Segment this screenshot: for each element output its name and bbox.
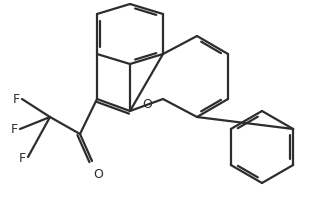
Text: F: F <box>19 152 26 165</box>
Text: O: O <box>142 98 152 111</box>
Text: F: F <box>13 93 20 106</box>
Text: F: F <box>11 123 18 136</box>
Text: O: O <box>93 167 103 180</box>
